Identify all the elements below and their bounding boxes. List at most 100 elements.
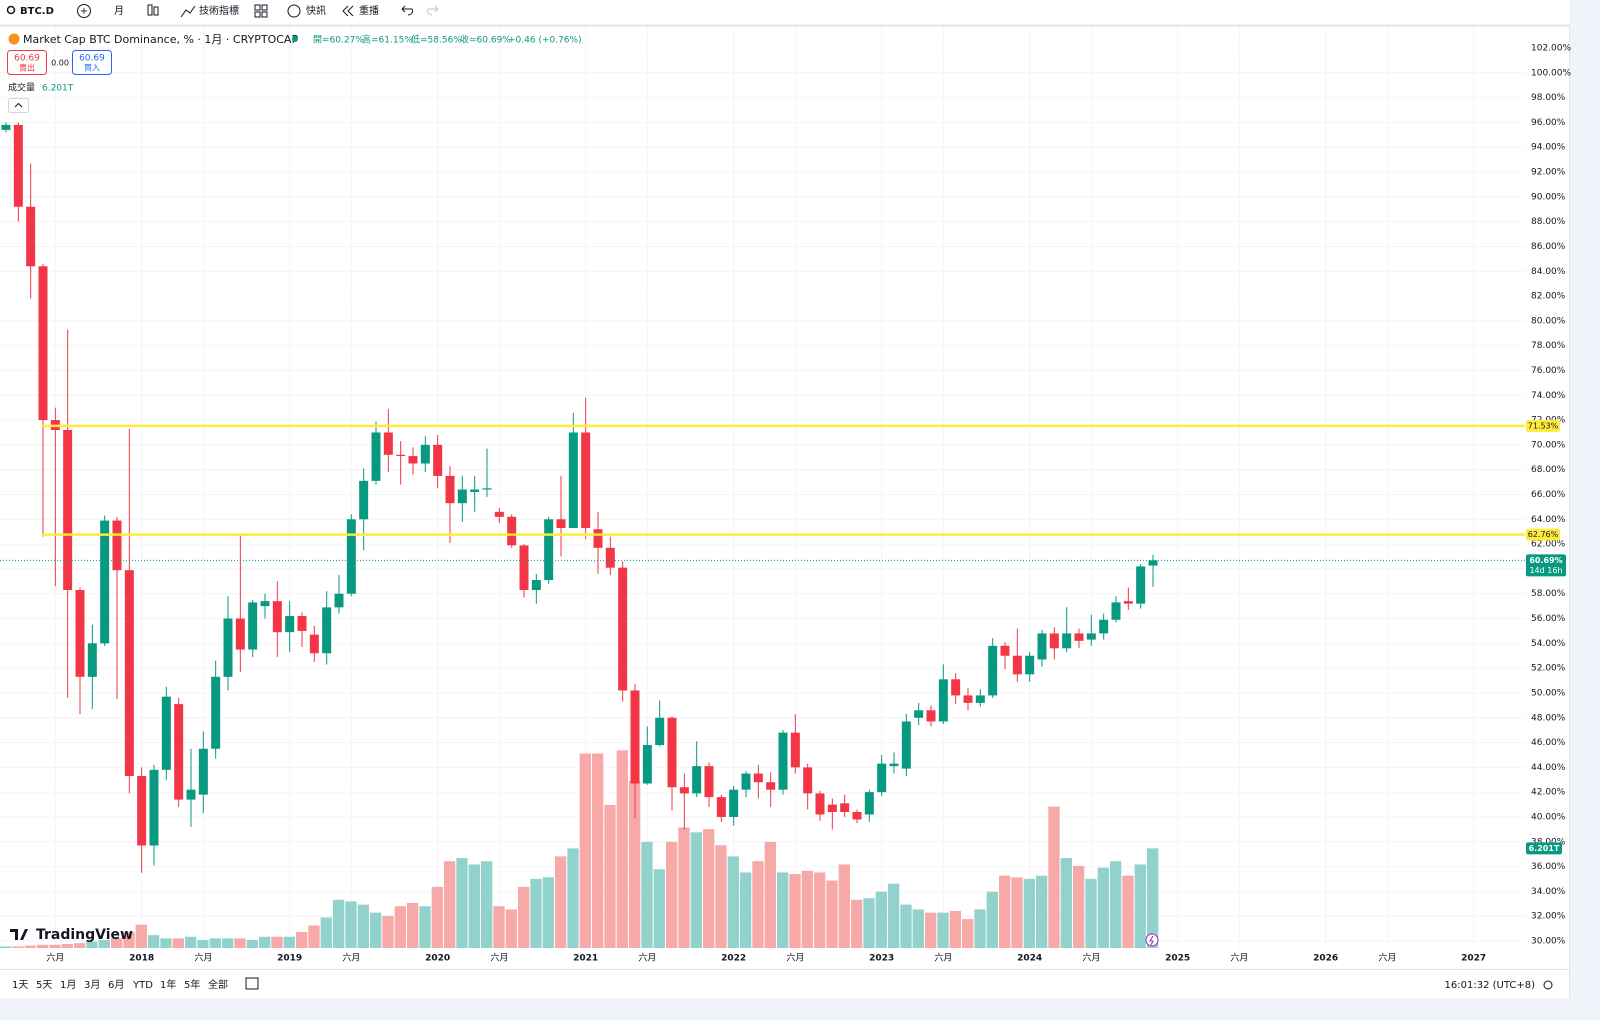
x-tick-label: 六月 [934,952,952,964]
candle-body [1012,655,1022,675]
y-tick-label: 88.00% [1531,217,1566,227]
replay-icon[interactable] [342,5,354,17]
sell-button[interactable] [7,50,47,75]
range-button[interactable]: 1天 [12,980,28,991]
range-button[interactable]: 1年 [160,978,176,991]
volume-bar [555,856,567,948]
candle-body [408,456,418,464]
x-tick-label: 2024 [1017,954,1042,964]
candle-body [864,792,874,815]
candle-body [556,519,566,528]
chart-type[interactable] [147,4,153,16]
y-tick-label: 64.00% [1531,515,1566,525]
sell-price: 60.69 [14,54,40,64]
legend-title: Market Cap BTC Dominance, % · 1月 · CRYPT… [23,33,298,46]
legend-low: 低=58.56% [411,34,462,46]
y-tick-label: 50.00% [1531,688,1566,698]
alerts[interactable]: 快訊 [306,4,326,17]
candle-body [827,804,837,813]
legend-high: 高=61.15% [362,34,413,46]
range-button[interactable]: 1月 [60,979,76,991]
range-button[interactable]: 6月 [108,979,124,991]
legend-open: 開=60.27% [313,35,364,46]
add-symbol[interactable] [77,4,91,18]
candle-body [161,696,171,770]
candle-body [519,545,529,591]
candle-body [568,432,578,528]
symbol[interactable]: BTC.D [20,6,54,17]
candle-body [1025,655,1035,675]
volume-legend: 成交量 [8,82,35,94]
candle-body [840,803,850,813]
volume-bar [98,939,110,948]
alert-icon[interactable] [287,4,301,18]
y-tick-label: 54.00% [1531,639,1566,649]
goto-date[interactable] [245,977,259,990]
clock[interactable]: 16:01:32 (UTC+8) [1445,980,1536,991]
replay[interactable]: 重播 [359,4,379,17]
y-tick-label: 34.00% [1531,887,1566,897]
y-tick-label: 38.00% [1531,837,1566,847]
range-button[interactable]: 5天 [36,980,52,991]
x-tick-label: 六月 [194,952,212,964]
candle-body [235,618,245,650]
layout-icon [261,11,268,18]
candle-body [75,590,85,677]
logo-text[interactable]: TradingView [36,927,133,943]
logo-mark [10,929,28,940]
range-button[interactable]: 全部 [208,978,228,991]
buy-button[interactable] [72,50,112,75]
volume-bar [185,936,197,948]
candle-body [309,634,319,654]
candle-body [248,602,258,650]
last-price-badge [1526,554,1566,577]
volume-bar [542,877,554,948]
y-tick-label: 58.00% [1531,589,1566,599]
volume-bar [1097,867,1109,948]
volume-bar [1023,878,1035,948]
volume-bar [357,904,369,948]
candle-body [679,787,689,794]
candle-body [87,643,97,677]
range-button[interactable]: 5年 [184,978,200,991]
volume-bar [974,909,986,948]
search-icon[interactable] [6,5,16,15]
candle-body [322,607,332,654]
volume-bar [1073,866,1085,948]
undo[interactable] [401,5,413,16]
candle-body [667,717,677,788]
collapse-legend[interactable] [8,98,29,113]
candle-body [642,745,652,784]
settings[interactable] [1543,980,1553,990]
y-tick-label: 48.00% [1531,713,1566,723]
y-tick-label: 94.00% [1531,143,1566,153]
y-tick-label: 102.00% [1531,44,1571,54]
volume-bar [826,880,838,948]
event-marker[interactable] [1145,933,1159,947]
range-button[interactable]: YTD [132,980,153,991]
volume-bar [160,938,172,948]
volume-bar [505,909,517,948]
x-tick-label: 2021 [573,954,598,964]
indicators-icon[interactable] [180,5,196,18]
layout-icon[interactable] [254,4,261,11]
redo[interactable] [427,5,439,16]
bottom-gutter [0,998,1600,1020]
y-tick-label: 36.00% [1531,862,1566,872]
sell-label: 賣出 [19,63,35,73]
volume-bar [616,750,628,948]
candle-body [1000,645,1010,656]
candle-body [803,767,813,794]
volume-legend-value: 6.201T [42,84,74,94]
y-tick-label: 84.00% [1531,267,1566,277]
indicators[interactable]: 技術指標 [199,4,239,17]
volume-bar [703,829,715,948]
interval[interactable]: 月 [114,5,124,17]
range-button[interactable]: 3月 [84,979,100,991]
price-badge-label: 71.53% [1528,421,1559,430]
candle-body [790,732,800,768]
candle-body [914,710,924,718]
candle-body [815,793,825,815]
candle-body [38,266,48,421]
candle-body [285,616,295,633]
